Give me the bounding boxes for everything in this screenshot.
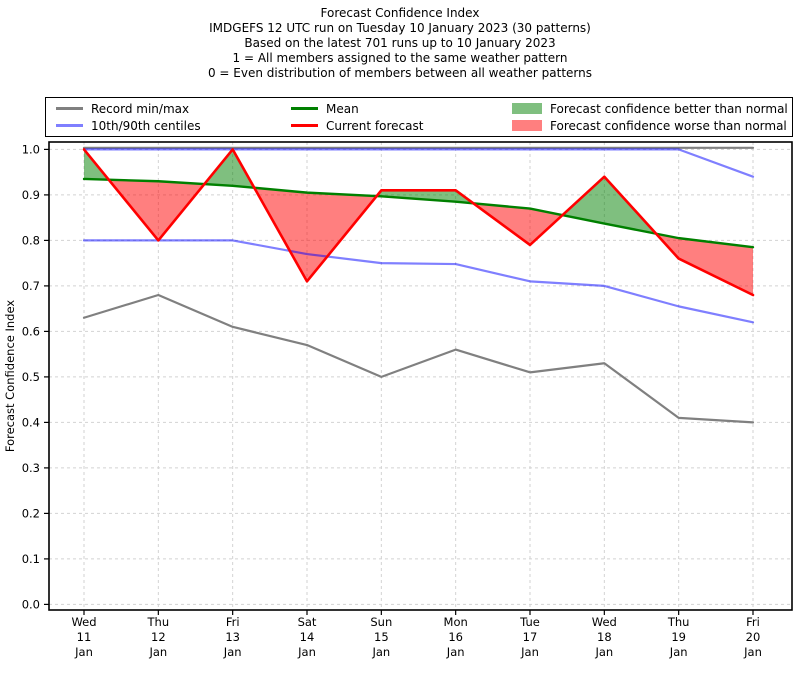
x-tick-label: Thu: [147, 615, 170, 629]
x-tick-label: 12: [151, 630, 166, 644]
x-tick-label: 14: [300, 630, 315, 644]
y-tick-label: 0.1: [22, 552, 40, 566]
legend-column-3: Forecast confidence better than normal Fo…: [512, 100, 788, 134]
x-tick-label: Jan: [743, 645, 762, 659]
fill-confidence-worse-than-normal: [84, 178, 753, 295]
x-tick-label: Tue: [519, 615, 540, 629]
x-tick-label: Sun: [370, 615, 392, 629]
series-90th-centile: [82, 148, 755, 178]
legend-column-1: Record min/max 10th/90th centiles: [56, 100, 201, 134]
x-tick-label: Fri: [226, 615, 240, 629]
chart-subtitle-scale-0: 0 = Even distribution of members between…: [207, 66, 593, 80]
y-tick-label: 0.4: [22, 415, 40, 429]
plot-frame: [48, 141, 793, 611]
x-tick-label: 19: [671, 630, 686, 644]
chart-title-block: Forecast Confidence Index IMDGEFS 12 UTC…: [0, 6, 800, 81]
legend-item-forecast-confidence-better-than-normal: Forecast confidence better than normal: [512, 100, 788, 117]
legend-label: Record min/max: [91, 101, 190, 116]
axis-ticks: [44, 148, 754, 615]
chart-title: Forecast Confidence Index: [320, 6, 480, 20]
x-tick-label: Wed: [592, 615, 617, 629]
y-tick-label: 0.3: [22, 461, 40, 475]
chart-subtitle-runs: Based on the latest 701 runs up to 10 Ja…: [244, 36, 556, 50]
legend-item-mean: Mean: [291, 100, 423, 117]
legend-label: Forecast confidence better than normal: [550, 101, 788, 116]
x-tick-label: Jan: [148, 645, 167, 659]
x-tick-label: Jan: [74, 645, 93, 659]
x-tick-label: Jan: [594, 645, 613, 659]
x-tick-label: Wed: [71, 615, 96, 629]
y-tick-label: 0.9: [22, 188, 40, 202]
y-tick-label: 0.2: [22, 506, 40, 520]
chart-subtitle-scale-1: 1 = All members assigned to the same wea…: [232, 51, 568, 65]
legend-item-current-forecast: Current forecast: [291, 117, 423, 134]
legend-swatch-forecast-confidence-worse-than-normal-patch-icon: [512, 120, 542, 131]
x-tick-label: 15: [374, 630, 389, 644]
legend-item-forecast-confidence-worse-than-normal: Forecast confidence worse than normal: [512, 117, 788, 134]
y-tick-label: 0.5: [22, 370, 40, 384]
legend-swatch-record-min-max-line-icon: [56, 107, 83, 110]
x-tick-label: 17: [523, 630, 538, 644]
x-tick-label: 18: [597, 630, 612, 644]
legend-swatch-current-forecast-line-icon: [291, 124, 318, 127]
x-tick-label: Thu: [667, 615, 690, 629]
series-mean: [82, 177, 755, 249]
y-tick-label: 0.0: [22, 597, 40, 611]
legend-label: Forecast confidence worse than normal: [550, 118, 787, 133]
x-tick-label: Jan: [669, 645, 688, 659]
y-axis-label: Forecast Confidence Index: [3, 300, 17, 452]
y-tick-label: 1.0: [22, 142, 40, 156]
legend-label: Current forecast: [326, 118, 424, 133]
legend-item-record-min-max: Record min/max: [56, 100, 201, 117]
y-tick-label: 0.7: [22, 279, 40, 293]
y-tick-labels: 0.0 0.1 0.2 0.3 0.4 0.5 0.6 0.7 0.8 0.9 1.0: [22, 142, 40, 611]
series-current-forecast: [82, 148, 755, 297]
x-tick-label: Jan: [297, 645, 316, 659]
series-record-min: [82, 293, 755, 424]
x-tick-label: Jan: [446, 645, 465, 659]
legend-label: 10th/90th centiles: [91, 118, 201, 133]
legend-label: Mean: [326, 101, 359, 116]
x-tick-label: Jan: [223, 645, 242, 659]
x-tick-label: Jan: [371, 645, 390, 659]
x-tick-labels: Wed11JanThu12JanFri13JanSat14JanSun15Jan…: [71, 615, 761, 659]
x-tick-label: Jan: [520, 645, 539, 659]
legend-swatch-mean-line-icon: [291, 107, 318, 110]
y-tick-label: 0.8: [22, 233, 40, 247]
x-tick-label: 16: [448, 630, 463, 644]
x-tick-label: 11: [77, 630, 92, 644]
series-10th-centile: [82, 239, 755, 324]
x-tick-label: Fri: [746, 615, 760, 629]
fill-confidence-better-than-normal: [84, 149, 753, 248]
legend: Record min/max 10th/90th centiles Mean Curr…: [45, 97, 793, 137]
x-tick-label: Sat: [298, 615, 317, 629]
x-tick-label: 20: [746, 630, 761, 644]
legend-column-2: Mean Current forecast: [291, 100, 423, 134]
x-tick-label: Mon: [444, 615, 468, 629]
legend-swatch-forecast-confidence-better-than-normal-patch-icon: [512, 103, 542, 114]
legend-swatch-10th-90th-centiles-line-icon: [56, 124, 83, 127]
y-tick-label: 0.6: [22, 324, 40, 338]
x-tick-label: 13: [225, 630, 240, 644]
legend-item-10th-90th-centiles: 10th/90th centiles: [56, 117, 201, 134]
chart-subtitle-run: IMDGEFS 12 UTC run on Tuesday 10 January…: [209, 21, 591, 35]
